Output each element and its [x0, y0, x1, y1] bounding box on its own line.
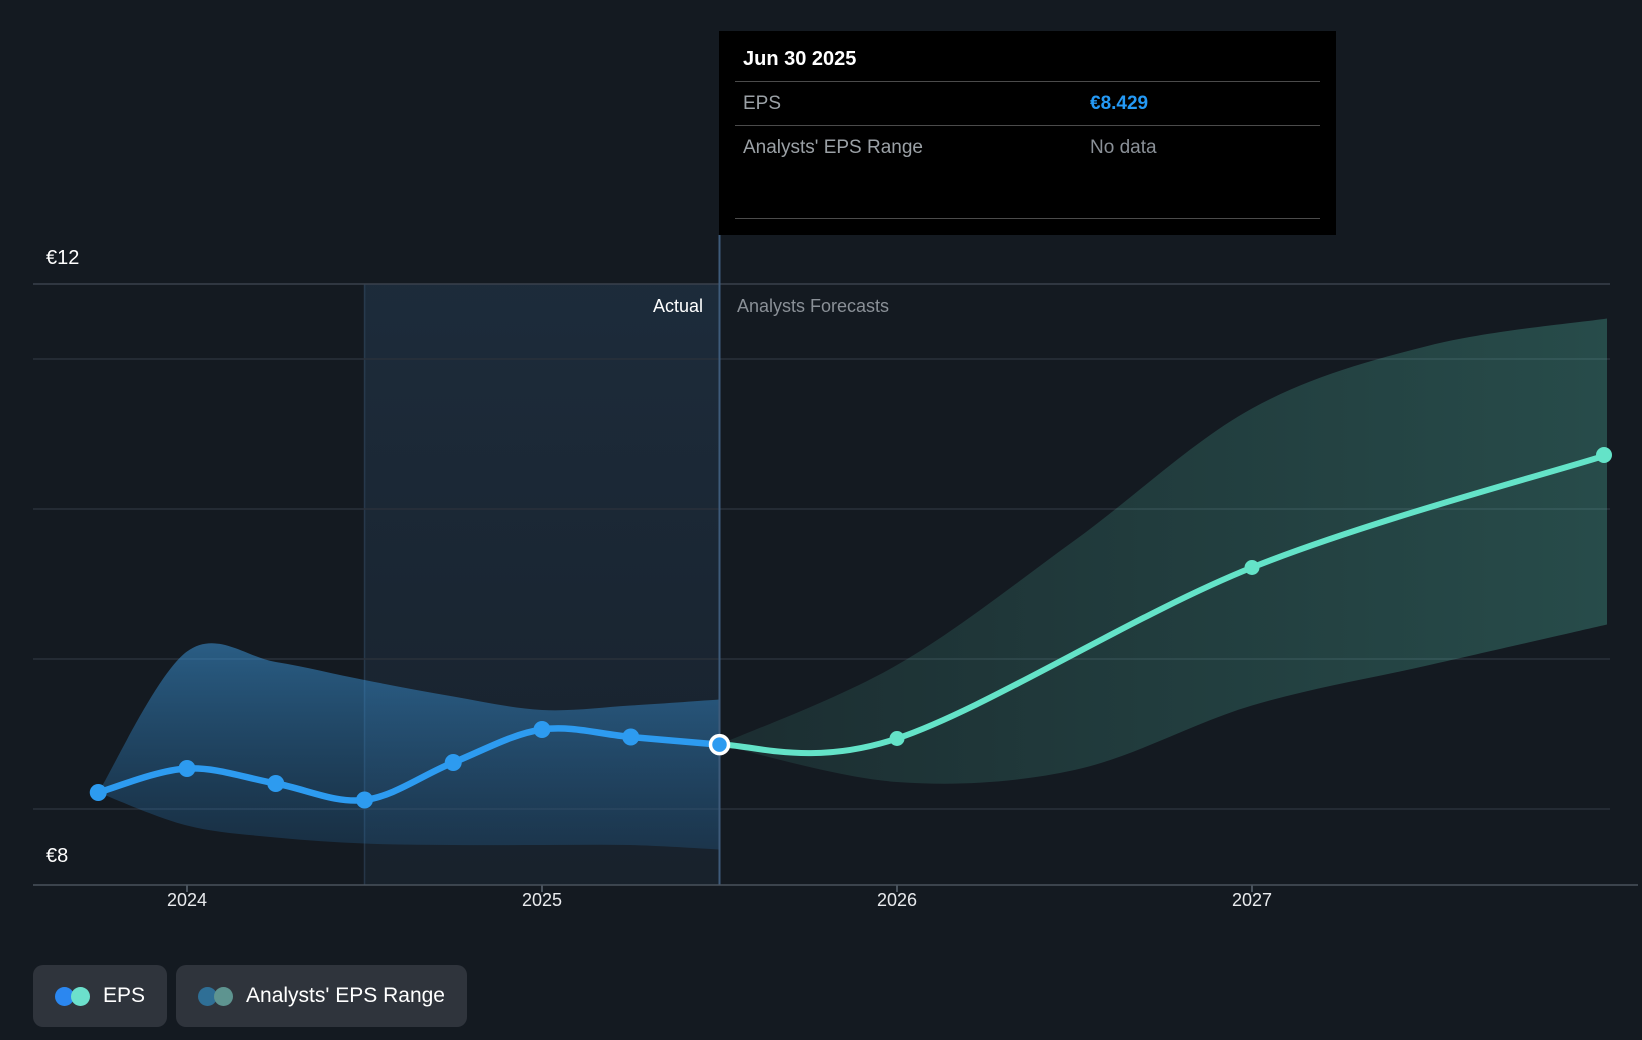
current-eps-point[interactable] — [708, 733, 731, 756]
eps-point[interactable] — [533, 721, 551, 738]
legend-item-eps[interactable]: EPS — [33, 965, 168, 1027]
eps-point[interactable] — [267, 775, 285, 792]
tooltip-row-range: Analysts' EPS Range No data — [719, 126, 1336, 169]
forecast-point[interactable] — [889, 731, 905, 746]
tooltip-divider — [735, 125, 1320, 126]
eps-point[interactable] — [622, 728, 640, 746]
actual-phase-label: Actual — [652, 296, 703, 316]
tooltip: Jun 30 2025 EPS €8.429 Analysts' EPS Ran… — [719, 31, 1336, 235]
tooltip-bottom-divider — [735, 218, 1320, 219]
eps-point[interactable] — [444, 754, 462, 771]
forecast-line — [716, 452, 1610, 757]
analysts-eps-range-band — [719, 318, 1607, 784]
forecast-phase-label: Analysts Forecasts — [737, 296, 890, 316]
tooltip-row-eps: EPS €8.429 — [719, 82, 1336, 125]
tooltip-eps-value: €8.429 — [1090, 92, 1149, 114]
y-axis-label-max: €12 — [46, 247, 80, 269]
eps-point[interactable] — [178, 760, 196, 777]
legend-item-analysts-eps-range[interactable]: Analysts' EPS Range — [176, 965, 467, 1027]
y-axis-label-min: €8 — [46, 845, 69, 867]
eps-point[interactable] — [89, 784, 107, 801]
x-axis-label-2026: 2026 — [876, 890, 918, 910]
tooltip-range-label: Analysts' EPS Range — [743, 136, 923, 158]
eps-actual-band — [98, 643, 720, 850]
legend: EPS Analysts' EPS Range — [33, 965, 467, 1027]
x-axis-label-2025: 2025 — [521, 890, 563, 910]
tooltip-eps-label: EPS — [743, 92, 782, 114]
eps-line — [95, 725, 723, 804]
forecast-point[interactable] — [1244, 560, 1260, 575]
tooltip-date: Jun 30 2025 — [743, 48, 857, 70]
legend-item-label: EPS — [103, 984, 146, 1007]
range-dual-dot-icon — [198, 986, 234, 1006]
legend-item-label: Analysts' EPS Range — [246, 984, 445, 1007]
x-axis-label-2027: 2027 — [1231, 890, 1273, 910]
x-axis-label-2024: 2024 — [166, 890, 208, 910]
eps-dual-dot-icon — [55, 986, 90, 1006]
forecast-end-point[interactable] — [1596, 447, 1612, 463]
tooltip-divider — [735, 81, 1320, 82]
eps-point[interactable] — [356, 791, 373, 809]
tooltip-range-value: No data — [1090, 136, 1157, 158]
